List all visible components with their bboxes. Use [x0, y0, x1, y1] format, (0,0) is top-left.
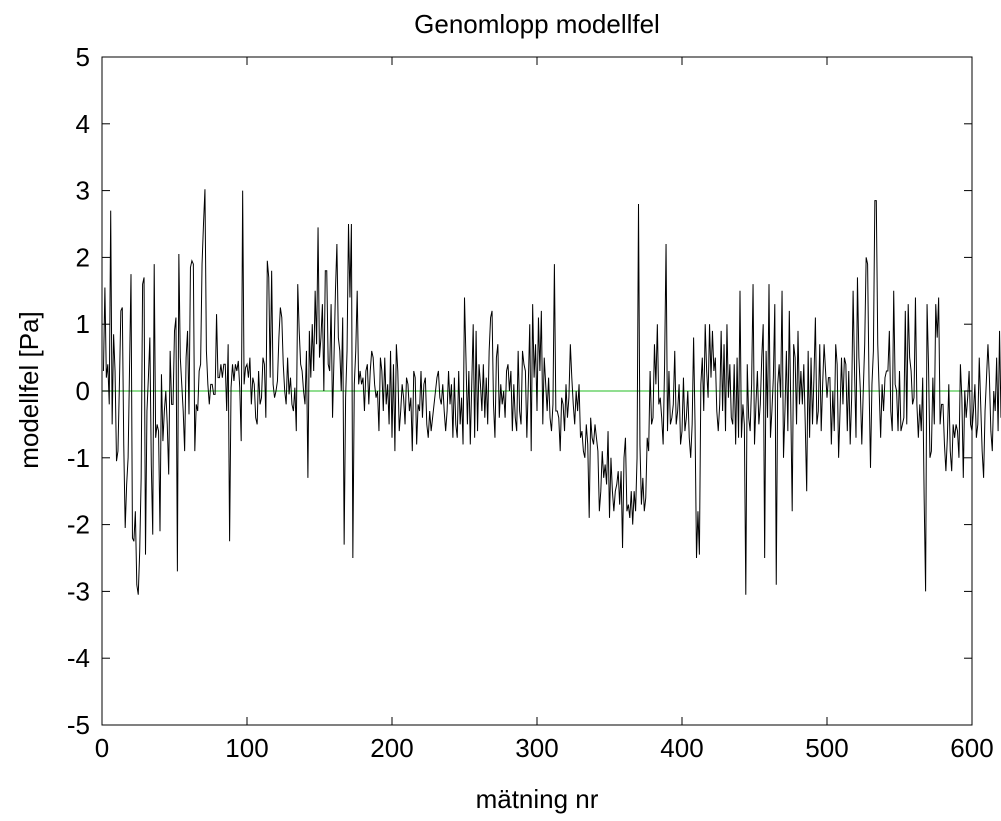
plot-area: 0 100 200 300 400 500 600 5 4 3 2 1 0 -1 -2 -3 -4 -5 — [67, 42, 1001, 763]
y-axis-label: modellfel [Pa] — [14, 311, 44, 469]
x-tick-label: 100 — [225, 733, 268, 763]
y-tick-label: 2 — [76, 242, 90, 272]
y-tick-label: 0 — [76, 376, 90, 406]
y-tick-label: -3 — [67, 576, 90, 606]
y-tick-label: 5 — [76, 42, 90, 72]
y-tick-label: 1 — [76, 309, 90, 339]
y-tick-label: 4 — [76, 109, 90, 139]
x-tick-label: 300 — [515, 733, 558, 763]
x-tick-label: 400 — [660, 733, 703, 763]
y-tick-label: -1 — [67, 443, 90, 473]
x-tick-label: 600 — [950, 733, 993, 763]
series-line-0 — [102, 189, 1001, 595]
chart-title: Genomlopp modellfel — [414, 9, 660, 39]
x-tick-label: 0 — [95, 733, 109, 763]
y-tick-label: -2 — [67, 510, 90, 540]
x-axis-label: mätning nr — [476, 784, 599, 814]
y-tick-label: -4 — [67, 643, 90, 673]
y-tick-label: -5 — [67, 710, 90, 740]
x-tick-label: 200 — [370, 733, 413, 763]
x-tick-label: 500 — [805, 733, 848, 763]
y-tick-label: 3 — [76, 176, 90, 206]
